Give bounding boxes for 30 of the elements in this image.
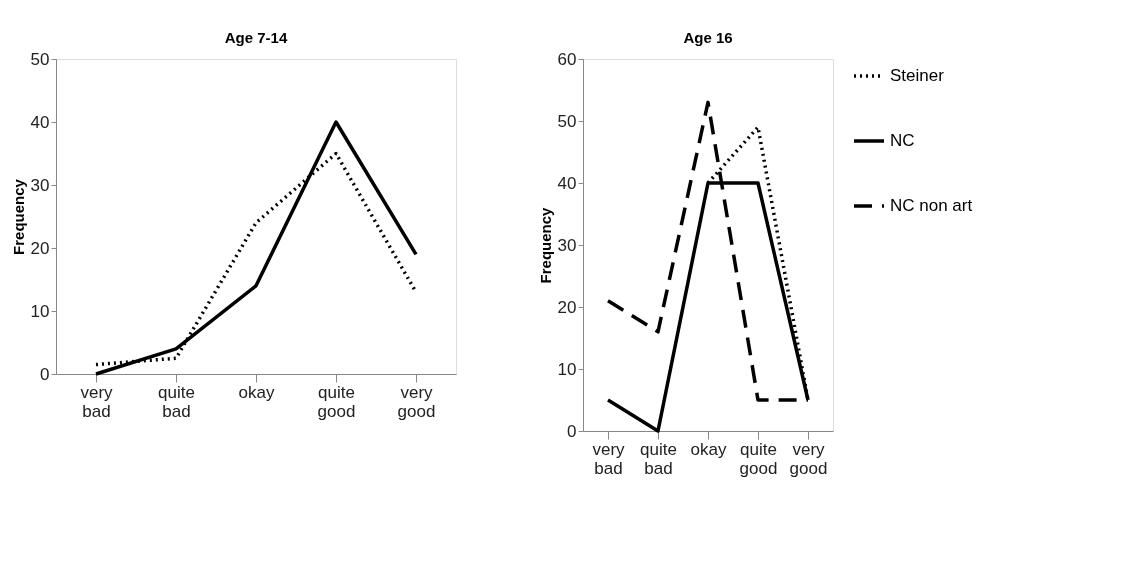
legend-label: NC [890,131,915,150]
legend-label: Steiner [890,66,945,85]
y-tick-label: 30 [557,235,577,255]
y-tick-label: 20 [557,297,577,317]
chart-title: Age 16 [683,29,733,46]
y-axis-title: Frequency [9,178,27,255]
y-tick-label: 0 [567,421,577,441]
y-tick-label: 30 [30,175,50,195]
y-tick-label: 20 [30,238,50,258]
y-tick-label: 50 [30,49,50,69]
x-tick-label: quite good [739,439,778,478]
x-tick-label: okay [238,382,275,402]
y-tick-label: 50 [557,111,577,131]
y-axis-title: Frequency [536,206,554,284]
y-tick-label: 60 [557,49,577,69]
legend-label: NC non art [890,196,973,215]
y-tick-label: 10 [30,301,50,321]
x-tick-label: quite bad [158,382,195,421]
x-tick-label: very bad [80,382,114,421]
x-tick-label: quite good [317,382,356,421]
x-tick-label: quite bad [640,439,677,478]
y-tick-label: 40 [30,112,50,132]
chart-title: Age 7-14 [224,29,288,46]
x-tick-label: very good [789,439,828,478]
x-tick-label: very good [397,382,436,421]
y-tick-label: 0 [40,364,50,384]
x-tick-label: very bad [592,439,626,478]
y-tick-label: 40 [557,173,577,193]
x-tick-label: okay [690,439,727,459]
y-tick-label: 10 [557,359,577,379]
